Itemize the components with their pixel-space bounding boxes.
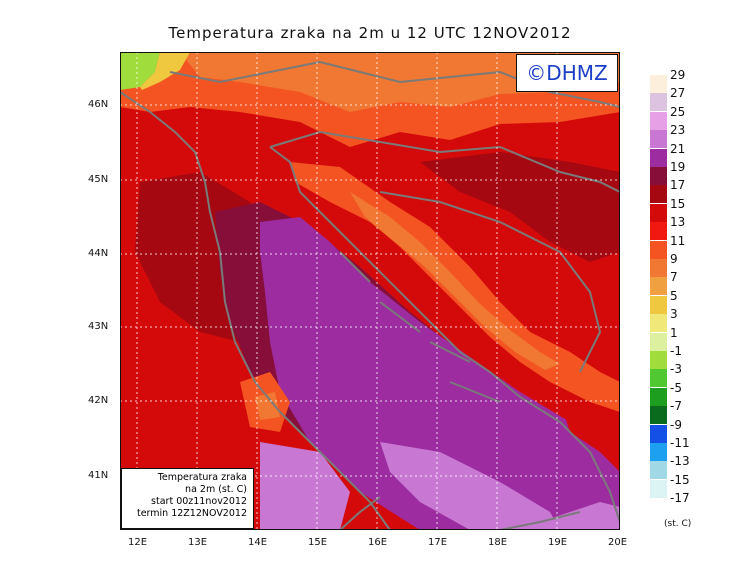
legend-label: 17 [670, 178, 686, 193]
inland-border-line [269, 130, 620, 193]
legend-color-swatch [650, 277, 667, 296]
lat-label: 42N [88, 395, 109, 406]
legend-color-swatch [650, 167, 667, 185]
legend-color-swatch [650, 424, 667, 443]
lat-label: 41N [88, 470, 109, 481]
legend-color-swatch [650, 111, 667, 130]
legend-label: 21 [670, 141, 686, 156]
lon-label: 18E [488, 537, 508, 548]
legend-color-swatch [650, 185, 667, 204]
legend-color-swatch [650, 461, 667, 480]
legend-color-swatch [650, 148, 667, 167]
legend-label: 11 [670, 233, 686, 248]
south-adriatic-violet-zone [380, 442, 560, 530]
south-italy-violet-zone [260, 442, 350, 530]
bosnia-border-line [379, 191, 602, 373]
legend-color-swatch [650, 93, 667, 112]
legend-label: -9 [670, 417, 682, 432]
legend-label: -17 [670, 491, 690, 506]
info-line: Temperatura zraka [157, 472, 247, 483]
legend-color-swatch [650, 259, 667, 277]
legend-label: -13 [670, 454, 690, 469]
italy-east-coastline [120, 91, 391, 530]
lat-label: 44N [88, 248, 109, 259]
legend-color-swatch [650, 130, 667, 149]
adriatic-sea-purple [260, 217, 620, 530]
legend-label: 5 [670, 288, 678, 303]
legend-label: 25 [670, 104, 686, 119]
italy-lightorange-patch [255, 392, 280, 420]
legend-label: -11 [670, 436, 690, 450]
legend-label: 23 [670, 123, 686, 138]
islands-line [339, 251, 501, 403]
legend-label: 19 [670, 160, 686, 174]
legend-color-swatch [650, 295, 667, 314]
lon-label: 12E [128, 537, 148, 548]
south-coastline [339, 496, 581, 530]
lat-label: 43N [88, 321, 109, 332]
legend-unit: (st. C) [664, 519, 692, 529]
northwest-yellow-zone [140, 52, 190, 90]
map-title: Temperatura zraka na 2m u 12 UTC 12NOV20… [168, 24, 572, 42]
lon-label: 13E [188, 537, 208, 548]
lon-label: 20E [608, 537, 628, 548]
lon-label: 15E [308, 537, 328, 548]
legend-color-swatch [650, 406, 667, 425]
legend-color-swatch [650, 369, 667, 388]
legend-label: 15 [670, 196, 686, 211]
lat-label: 46N [88, 99, 109, 110]
dhmz-logo: ©DHMZ [516, 54, 618, 92]
lon-label: 17E [428, 537, 448, 548]
legend-color-swatch [650, 443, 667, 461]
legend-label: -3 [670, 362, 682, 377]
east-red-coast [560, 402, 620, 472]
legend-color-swatch [650, 203, 667, 222]
legend-color-swatch [650, 240, 667, 259]
legend-label: 3 [670, 307, 678, 322]
lon-label: 16E [368, 537, 388, 548]
north-border-line [169, 60, 620, 108]
legend-color-swatch [650, 351, 667, 369]
info-line: start 00z11nov2012 [151, 496, 247, 507]
lon-label: 14E [248, 537, 268, 548]
info-line: na 2m (st. C) [185, 484, 247, 495]
info-box: Temperatura zraka na 2m (st. C) start 00… [121, 468, 254, 529]
lon-label: 19E [548, 537, 568, 548]
info-line: termin 12Z12NOV2012 [136, 508, 247, 519]
legend-color-swatch [650, 222, 667, 241]
legend-label: 9 [670, 252, 678, 266]
legend-label: 29 [670, 68, 686, 82]
legend-color-swatch [650, 387, 667, 406]
albania-violet-zone [540, 502, 620, 530]
legend-label: 1 [670, 325, 678, 340]
northwest-green-zone [120, 52, 160, 90]
legend-color-swatch [650, 332, 667, 351]
croatia-coastline [269, 146, 620, 523]
temperature-map [120, 52, 620, 530]
legend-label: -5 [670, 380, 682, 395]
legend-label: 27 [670, 86, 686, 101]
legend-color-swatch [650, 314, 667, 333]
legend-label: 13 [670, 215, 686, 230]
legend-label: -15 [670, 472, 690, 487]
legend-color-swatch [650, 75, 667, 93]
lat-label: 45N [88, 174, 109, 185]
legend-color-swatch [650, 479, 667, 498]
legend-label: -1 [670, 344, 682, 358]
legend-label: -7 [670, 399, 682, 414]
legend-label: 7 [670, 270, 678, 285]
dinaric-lightorange-belt [350, 192, 560, 370]
